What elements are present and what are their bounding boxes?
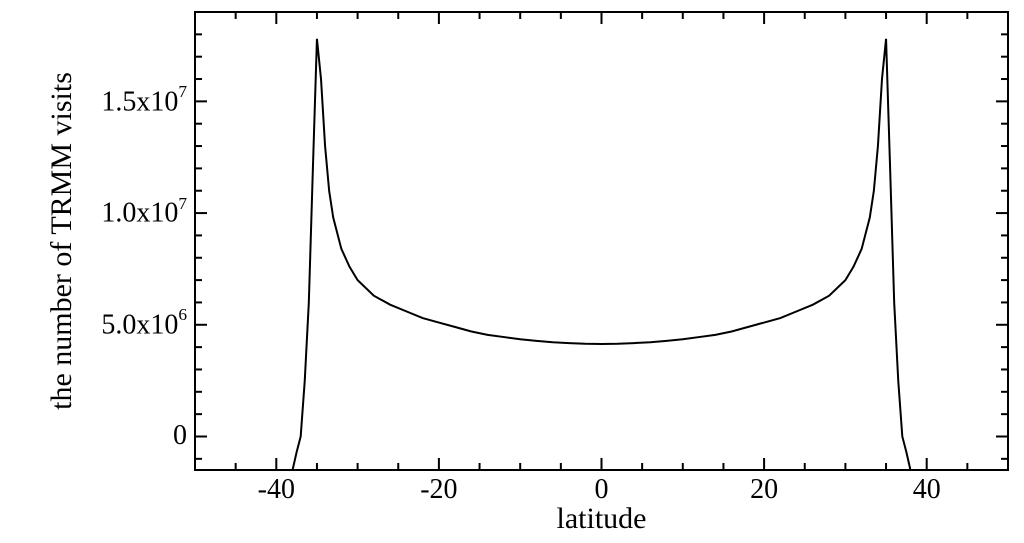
y-axis-label: the number of TRMM visits [45,51,79,431]
chart-svg [0,0,1024,543]
x-tick-label: 20 [724,474,804,506]
y-tick-label: 0 [173,420,187,452]
x-tick-label: 40 [887,474,967,506]
x-axis-label: latitude [195,502,1008,536]
x-tick-label: 0 [562,474,642,506]
chart-container: the number of TRMM visits latitude -40 -… [0,0,1024,543]
y-tick-label: 5.0x106 [101,308,187,341]
y-tick-label: 1.0x107 [101,196,187,229]
y-tick-label: 1.5x107 [101,85,187,118]
x-tick-label: -40 [236,474,316,506]
x-tick-label: -20 [399,474,479,506]
